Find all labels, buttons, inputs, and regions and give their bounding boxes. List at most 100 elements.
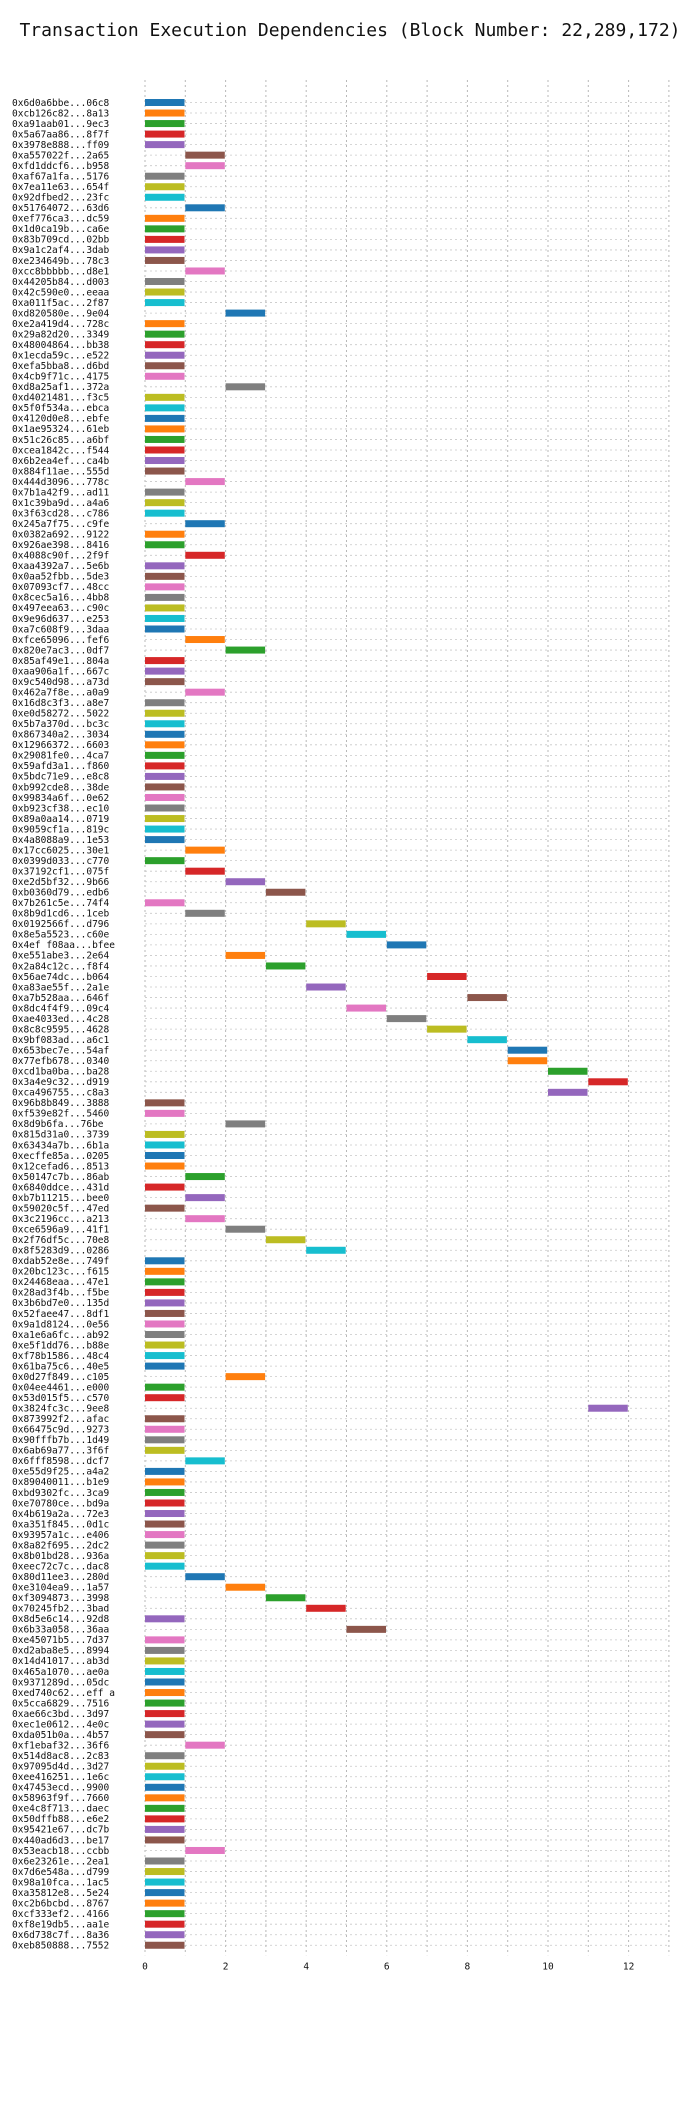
y-tick-label: 0xe45071b5...7d37 <box>12 1635 109 1646</box>
y-tick-label: 0x66475c9d...9273 <box>12 1425 109 1436</box>
y-tick-label: 0x867340a2...3034 <box>12 730 110 741</box>
transaction-bar <box>145 614 185 622</box>
y-tick-label: 0x6d738c7f...8a36 <box>12 1930 110 1941</box>
y-tick-label: 0xe2d5bf32...9b66 <box>12 877 110 888</box>
transaction-bar <box>145 1689 185 1697</box>
transaction-bar <box>145 1931 185 1939</box>
transaction-bar <box>225 1583 266 1591</box>
transaction-bar <box>145 1752 185 1760</box>
transaction-bar <box>185 1741 225 1749</box>
y-tick-label: 0x12966372...6603 <box>12 740 109 751</box>
transaction-bar <box>427 972 467 980</box>
transaction-bar <box>185 204 225 212</box>
y-tick-label: 0xe70780ce...bd9a <box>12 1498 109 1509</box>
y-tick-label: 0x6d0a6bbe...06c8 <box>12 98 110 109</box>
y-tick-label: 0x51764072...63d6 <box>12 203 110 214</box>
y-tick-label: 0xe3104ea9...1a57 <box>12 1583 109 1594</box>
y-tick-label: 0x0d27f849...c105 <box>12 1372 109 1383</box>
transaction-bar <box>145 1130 185 1138</box>
transaction-bar <box>225 646 266 654</box>
y-tick-label: 0x70245fb2...3bad <box>12 1604 109 1615</box>
y-tick-label: 0x56ae74dc...b064 <box>12 972 110 983</box>
y-tick-label: 0xbd9302fc...3ca9 <box>12 1488 110 1499</box>
y-tick-label: 0xf539e82f...5460 <box>12 1109 110 1120</box>
transaction-bar <box>145 1488 185 1496</box>
y-tick-label: 0x50dffb88...e6e2 <box>12 1814 109 1825</box>
transaction-bar <box>306 1604 346 1612</box>
transaction-bar <box>185 636 225 644</box>
transaction-bar <box>145 1341 185 1349</box>
y-tick-label: 0x245a7f75...c9fe <box>12 519 110 530</box>
y-tick-label: 0x820e7ac3...0df7 <box>12 645 109 656</box>
transaction-bar <box>386 1015 427 1023</box>
transaction-bar <box>145 1436 185 1444</box>
y-tick-label: 0xcf333ef2...4166 <box>12 1909 110 1920</box>
transaction-bar <box>145 678 185 686</box>
transaction-bar <box>145 657 185 665</box>
y-tick-label: 0x96b8b849...3888 <box>12 1098 110 1109</box>
y-tick-label: 0x89040011...b1e9 <box>12 1477 110 1488</box>
transaction-bar <box>145 214 185 222</box>
y-tick-label: 0xf8e19db5...aa1e <box>12 1919 110 1930</box>
y-tick-label: 0x9bf083ad...a6c1 <box>12 1035 110 1046</box>
y-tick-label: 0x59afd3a1...f860 <box>12 761 110 772</box>
y-tick-label: 0xe2a419d4...728c <box>12 319 109 330</box>
transaction-bar <box>145 1331 185 1339</box>
transaction-bar <box>145 1762 185 1770</box>
y-tick-label: 0x5b7a370d...bc3c <box>12 719 109 730</box>
transaction-bar <box>185 151 225 159</box>
transaction-bar <box>145 1299 185 1307</box>
y-tick-label: 0xee416251...1e6c <box>12 1772 109 1783</box>
transaction-bar <box>145 1467 185 1475</box>
transaction-bar <box>145 99 185 106</box>
y-tick-label: 0xfd1ddcf6...b958 <box>12 161 110 172</box>
y-tick-label: 0xaf67a1fa...5176 <box>12 172 110 183</box>
y-tick-label: 0x1d0ca19b...ca6e <box>12 224 110 235</box>
transaction-bar <box>145 488 185 496</box>
y-tick-label: 0x6fff8598...dcf7 <box>12 1456 109 1467</box>
transaction-bar <box>145 1920 185 1928</box>
y-tick-label: 0x53eacb18...ccbb <box>12 1846 110 1857</box>
transaction-bar <box>145 593 185 601</box>
transaction-bar <box>145 1394 185 1402</box>
transaction-bar <box>145 1836 185 1844</box>
y-tick-label: 0x6b33a058...36aa <box>12 1625 109 1636</box>
y-tick-label: 0x3978e888...ff09 <box>12 140 110 151</box>
y-tick-label: 0x462a7f8e...a0a9 <box>12 687 110 698</box>
transaction-bar <box>306 983 346 991</box>
y-tick-label: 0xa35812e8...5e24 <box>12 1888 110 1899</box>
transaction-bar <box>145 604 185 612</box>
transaction-bar <box>145 320 185 328</box>
transaction-bar <box>145 225 185 233</box>
x-tick-label: 6 <box>384 1961 390 1972</box>
transaction-bar <box>145 1646 185 1654</box>
transaction-bar <box>145 709 185 717</box>
y-tick-label: 0x8c8c9595...4628 <box>12 1024 110 1035</box>
transaction-bar <box>185 1846 225 1854</box>
y-tick-label: 0x77efb678...0340 <box>12 1056 110 1067</box>
y-tick-label: 0x0aa52fbb...5de3 <box>12 572 109 583</box>
transaction-bar <box>467 1036 507 1044</box>
y-tick-label: 0xb0360d79...edb6 <box>12 888 110 899</box>
y-tick-label: 0x6840ddce...431d <box>12 1182 109 1193</box>
transaction-bar <box>145 109 185 117</box>
transaction-bar <box>185 1573 225 1581</box>
transaction-bar <box>145 562 185 570</box>
transaction-bar <box>145 1510 185 1518</box>
y-tick-label: 0xe55d9f25...a4a2 <box>12 1467 109 1478</box>
y-tick-label: 0xcea1842c...f544 <box>12 445 110 456</box>
transaction-bar <box>145 509 185 517</box>
y-tick-label: 0xa011f5ac...2f87 <box>12 298 109 309</box>
y-tick-label: 0x6b2ea4ef...ca4b <box>12 456 110 467</box>
y-tick-label: 0xcb126c82...8a13 <box>12 108 109 119</box>
transaction-bar <box>145 825 185 833</box>
y-tick-label: 0x99834a6f...0e62 <box>12 793 109 804</box>
transaction-bar <box>225 1373 266 1381</box>
y-tick-label: 0x7d6e548a...d799 <box>12 1867 110 1878</box>
transaction-bar <box>145 1615 185 1623</box>
transaction-bar <box>145 1425 185 1433</box>
y-tick-label: 0x92dfbed2...23fc <box>12 193 109 204</box>
y-tick-label: 0xfce65096...fef6 <box>12 635 110 646</box>
transaction-bar <box>145 1657 185 1665</box>
transaction-bar <box>145 667 185 675</box>
